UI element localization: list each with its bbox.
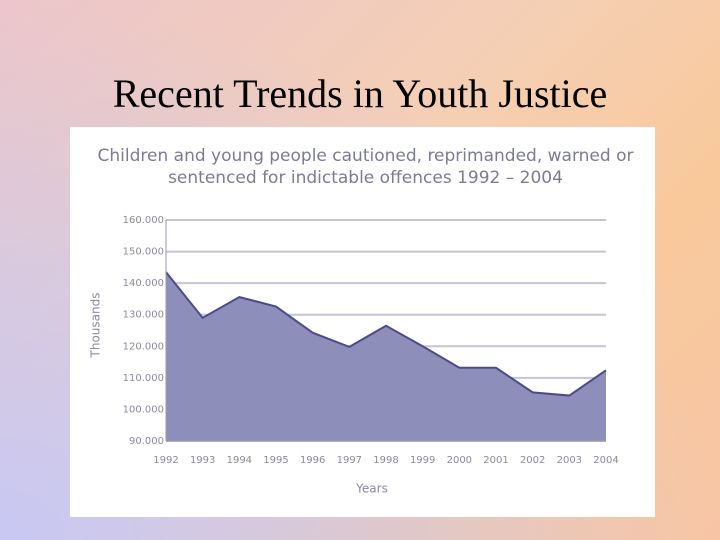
slide-title: Recent Trends in Youth Justice bbox=[112, 71, 608, 116]
x-tick-label: 2000 bbox=[447, 455, 472, 466]
x-tick-label: 1992 bbox=[153, 455, 178, 466]
y-tick-label: 100.000 bbox=[123, 404, 164, 415]
x-tick-label: 1994 bbox=[227, 455, 252, 466]
x-tick-label: 2002 bbox=[520, 455, 545, 466]
chart-title: Children and young people cautioned, rep… bbox=[97, 146, 634, 188]
y-tick-label: 120.000 bbox=[123, 341, 164, 352]
x-tick-label: 1995 bbox=[263, 455, 288, 466]
x-tick-label: 1996 bbox=[300, 455, 325, 466]
y-tick-label: 150.000 bbox=[123, 247, 164, 258]
x-tick-label: 2004 bbox=[593, 455, 618, 466]
y-tick-label: 140.000 bbox=[123, 278, 164, 289]
y-tick-label: 110.000 bbox=[123, 373, 164, 384]
x-tick-label: 1999 bbox=[410, 455, 435, 466]
line bbox=[165, 271, 607, 397]
x-tick-label: 1997 bbox=[337, 455, 362, 466]
x-tick-label: 2003 bbox=[557, 455, 582, 466]
x-tick-label: 1998 bbox=[373, 455, 398, 466]
y-tick-label: 130.000 bbox=[123, 310, 164, 321]
x-tick-label: 2001 bbox=[483, 455, 508, 466]
y-axis-label: Thousands bbox=[89, 293, 103, 359]
y-tick-label: 90.000 bbox=[129, 436, 164, 447]
y-tick-label: 160.000 bbox=[123, 215, 164, 226]
x-axis-label: Years bbox=[355, 482, 388, 496]
x-tick-label: 1993 bbox=[190, 455, 215, 466]
area bbox=[166, 272, 606, 441]
